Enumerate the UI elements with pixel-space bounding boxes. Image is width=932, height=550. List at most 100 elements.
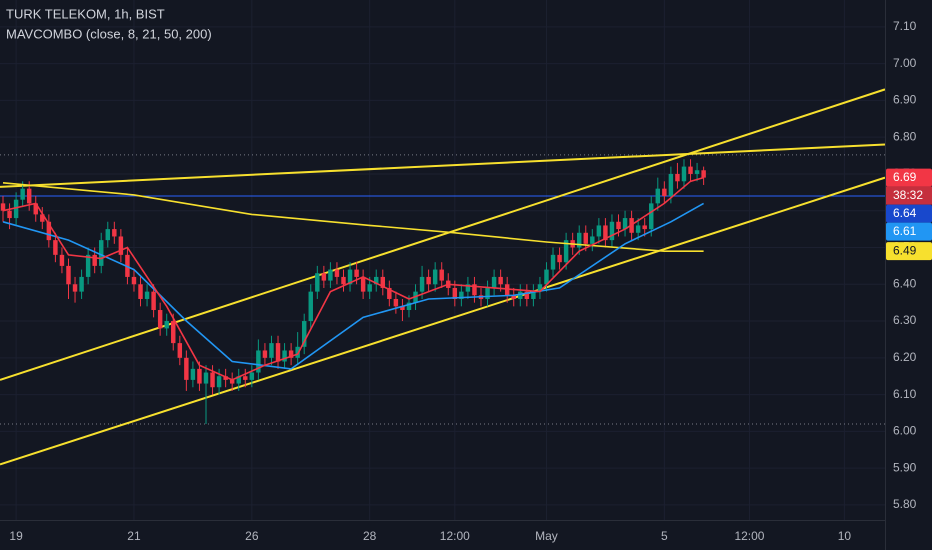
candle-body <box>635 225 641 233</box>
y-tick-label: 6.00 <box>893 424 917 438</box>
candle-body <box>197 368 202 384</box>
moving-average-line <box>2 176 704 381</box>
y-tick-label: 7.00 <box>893 56 917 70</box>
candle-body <box>13 199 19 219</box>
candle-body <box>459 291 464 299</box>
y-tick-label: 6.10 <box>893 387 917 401</box>
candle-body <box>105 229 111 241</box>
x-tick-label: May <box>535 529 558 543</box>
candle-body <box>688 166 693 174</box>
moving-average-line <box>2 182 704 252</box>
x-tick-label: 26 <box>245 529 259 543</box>
candle-body <box>144 291 150 299</box>
candle-body <box>190 368 196 380</box>
price-label: 6.61 <box>893 224 917 238</box>
candle-body <box>668 173 674 197</box>
candle-body <box>387 287 392 299</box>
candle-body <box>341 276 346 285</box>
candle-body <box>321 273 327 281</box>
candle-body <box>46 221 52 241</box>
candle-body <box>485 287 490 299</box>
candle-body <box>20 188 25 200</box>
candle-body <box>406 302 412 311</box>
candle-body <box>177 343 183 358</box>
candle-body <box>53 240 58 255</box>
candle-body <box>0 203 6 211</box>
trend-line <box>0 88 886 381</box>
countdown: 38:32 <box>893 188 923 202</box>
candle-body <box>681 166 687 182</box>
candle-body <box>642 225 647 230</box>
candle-body <box>491 276 497 288</box>
candle-body <box>518 291 523 299</box>
candle-body <box>256 350 261 373</box>
candle-body <box>308 291 313 322</box>
candle-body <box>498 276 503 285</box>
candle-body <box>282 350 287 362</box>
candle-body <box>85 254 91 277</box>
price-label-bg <box>886 222 932 241</box>
candle-body <box>609 221 615 241</box>
candle-body <box>393 298 399 307</box>
candle-body <box>33 203 38 215</box>
x-tick-label: 12:00 <box>734 529 764 543</box>
candle-body <box>472 284 477 296</box>
candle-body <box>465 284 471 292</box>
x-tick-label: 5 <box>661 529 668 543</box>
candle-body <box>138 284 143 299</box>
candle-body <box>99 240 104 266</box>
candle-body <box>223 376 228 380</box>
y-tick-label: 5.90 <box>893 460 917 474</box>
candle-body <box>432 269 438 285</box>
price-label: 6.64 <box>893 206 917 220</box>
y-tick-label: 6.20 <box>893 350 917 364</box>
candle-body <box>275 343 281 362</box>
x-tick-label: 12:00 <box>440 529 470 543</box>
x-tick-label: 19 <box>9 529 23 543</box>
axes: 7.107.006.906.806.706.606.506.406.306.20… <box>9 19 932 543</box>
candle-body <box>452 287 458 299</box>
x-tick-label: 21 <box>127 529 141 543</box>
candle-body <box>583 232 588 244</box>
y-tick-label: 6.90 <box>893 93 917 107</box>
candle-body <box>616 221 621 230</box>
candle-body <box>66 265 71 285</box>
y-tick-label: 6.40 <box>893 276 917 290</box>
candle-body <box>622 218 628 230</box>
candle-body <box>328 269 333 281</box>
countdown-bg <box>886 186 932 205</box>
candle-body <box>210 372 215 388</box>
candle-body <box>269 343 274 358</box>
candle-body <box>131 276 137 285</box>
candle-body <box>419 276 425 292</box>
candle-body <box>400 306 405 311</box>
price-label-bg <box>886 242 932 261</box>
candle-body <box>203 372 209 384</box>
candle-body <box>367 284 372 292</box>
candle-body <box>151 291 156 311</box>
trend-line <box>0 143 886 188</box>
price-label: 6.69 <box>893 170 917 184</box>
candle-body <box>243 376 248 380</box>
candle-body <box>504 284 510 296</box>
y-tick-label: 6.30 <box>893 313 917 327</box>
candle-body <box>72 284 78 292</box>
candle-body <box>649 203 654 230</box>
candle-body <box>40 214 45 222</box>
candle-body <box>655 188 661 204</box>
candle-body <box>550 254 556 270</box>
candle-body <box>590 236 595 244</box>
price-label: 6.49 <box>893 243 917 257</box>
candle-body <box>537 284 543 292</box>
candle-body <box>380 276 386 288</box>
candle-body <box>544 269 549 285</box>
candle-body <box>426 276 431 285</box>
candle-body <box>301 321 307 347</box>
candle-body <box>511 295 516 299</box>
candle-body <box>596 225 602 237</box>
candle-body <box>334 269 340 277</box>
moving-average-line <box>2 202 704 370</box>
candle-body <box>557 254 562 263</box>
indicator-label: MAVCOMBO (close, 8, 21, 50, 200) <box>6 26 212 41</box>
